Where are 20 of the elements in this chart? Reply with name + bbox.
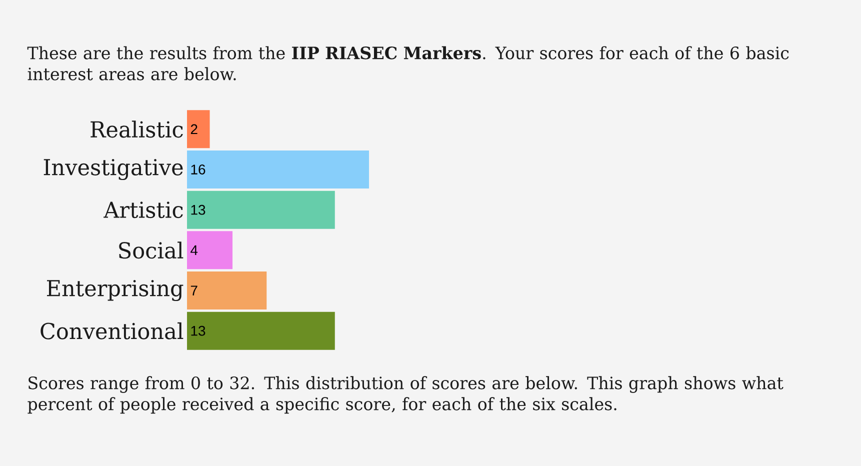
data-label: 2 [190, 124, 198, 134]
y-tick-label: Conventional [40, 322, 184, 340]
y-tick-label: Artistic [104, 202, 183, 218]
y-tick-label: Enterprising [46, 280, 184, 302]
y-tick-label: Social [119, 242, 184, 259]
data-label: 4 [190, 245, 198, 255]
bar [187, 312, 335, 350]
bar [187, 231, 233, 270]
data-label: 16 [191, 164, 206, 174]
bar [187, 110, 210, 148]
y-tick-label: Investigative [44, 158, 183, 180]
bar [187, 272, 267, 310]
y-tick-label: Realistic [90, 120, 183, 138]
text: Scores range from 0 to 32. This distribution of scores are below. This graph shows what percent of people received a specific score, for each of the six scales. [28, 376, 784, 414]
bar [187, 150, 370, 189]
chart-title: These are the results from the IIP RIASEC Markers. Your scores for each of the 6 basic interest areas are below. [27, 46, 789, 80]
bar [187, 190, 335, 229]
data-label: 13 [191, 326, 206, 336]
data-label: 7 [190, 286, 198, 296]
data-label: 13 [191, 204, 206, 215]
